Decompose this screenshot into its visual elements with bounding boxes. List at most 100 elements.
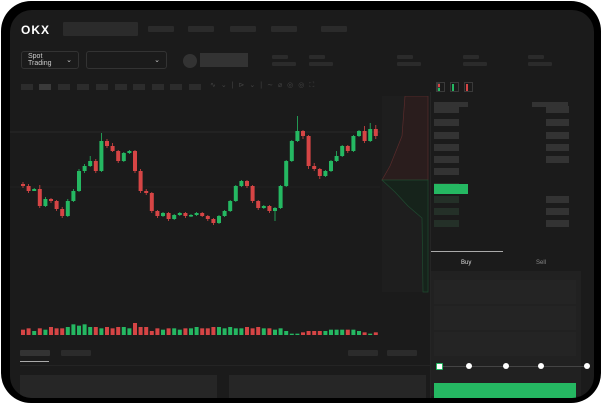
candle-body (233, 186, 238, 201)
orderbook-price[interactable] (434, 132, 459, 139)
volume-bar (373, 332, 378, 335)
candle-body (245, 181, 249, 186)
candle-body (211, 219, 216, 223)
candle-body (250, 186, 255, 201)
orderbook-price[interactable] (434, 168, 459, 175)
price-input[interactable] (434, 280, 576, 304)
okx-logo: OKX (21, 23, 51, 37)
timeframe-button[interactable] (133, 84, 145, 90)
orderbook-amount (546, 106, 569, 113)
volume-bar (82, 324, 87, 335)
volume-bar (21, 329, 25, 335)
orderbook-price[interactable] (434, 144, 459, 151)
volume-bar (233, 328, 238, 335)
stat-label (463, 55, 479, 59)
candle-body (228, 201, 233, 211)
candle-body (362, 131, 367, 141)
slider-step[interactable] (584, 363, 590, 369)
candle-body (329, 161, 333, 171)
candlestick-chart[interactable] (10, 95, 430, 336)
candle-body (37, 189, 42, 206)
stat-label (528, 55, 544, 59)
candle-body (172, 215, 177, 219)
volume-bar (133, 323, 137, 335)
volume-bar (138, 327, 143, 335)
orderbook-both-icon[interactable] (436, 82, 445, 92)
orderbook-price[interactable] (434, 196, 459, 203)
search-bar[interactable] (63, 22, 138, 36)
candle-body (99, 141, 104, 171)
slider-step[interactable] (538, 363, 544, 369)
volume-bar (323, 331, 328, 335)
candle-body (317, 169, 322, 176)
volume-bar (245, 327, 249, 335)
timeframe-button[interactable] (58, 84, 70, 90)
candle-body (127, 151, 132, 153)
timeframe-button[interactable] (77, 84, 89, 90)
candle-body (261, 206, 266, 208)
nav-item[interactable] (230, 26, 256, 32)
timeframe-button-active[interactable] (39, 84, 51, 90)
market-selector[interactable]: Spot Trading ⌄ (21, 51, 79, 69)
chevron-down-icon: ⌄ (66, 57, 72, 64)
candle-body (312, 166, 317, 169)
timeframe-button[interactable] (115, 84, 127, 90)
candle-body (200, 213, 205, 216)
candle-body (323, 171, 328, 176)
buy-button[interactable] (434, 383, 576, 398)
orderbook-price[interactable] (434, 119, 459, 126)
candle-body (43, 199, 48, 206)
filter-button[interactable] (348, 350, 378, 356)
volume-bar (105, 327, 109, 335)
timeframe-button[interactable] (152, 84, 164, 90)
orderbook-asks-icon[interactable] (464, 82, 473, 92)
volume-bar (222, 328, 227, 335)
candle-body (149, 193, 154, 211)
tab-order-history[interactable] (61, 350, 91, 356)
amount-input[interactable] (434, 306, 576, 330)
timeframe-button[interactable] (21, 84, 33, 90)
sell-tab[interactable]: Sell (536, 260, 547, 266)
candle-body (71, 191, 76, 201)
buy-tab[interactable]: Buy (461, 260, 472, 266)
volume-bar (250, 328, 255, 335)
candle-body (65, 201, 70, 216)
candle-body (121, 153, 126, 161)
volume-bar (26, 328, 31, 335)
volume-bar (340, 329, 345, 335)
nav-item[interactable] (188, 26, 214, 32)
volume-bar (289, 333, 294, 335)
slider-step[interactable] (466, 363, 472, 369)
stat-label (309, 55, 325, 59)
filter-button[interactable] (387, 350, 417, 356)
volume-bar (93, 327, 98, 335)
market-selector-label: Spot Trading (28, 53, 52, 67)
orderbook-price[interactable] (434, 208, 459, 215)
timeframe-button[interactable] (170, 84, 182, 90)
nav-item[interactable] (148, 26, 174, 32)
candle-body (334, 156, 339, 161)
candle-body (373, 129, 378, 136)
nav-item[interactable] (271, 26, 297, 32)
chart-svg (10, 95, 429, 335)
orderbook-bids-icon[interactable] (450, 82, 459, 92)
orderbook-amount (546, 196, 569, 203)
candle-body (284, 161, 289, 186)
slider-track[interactable] (440, 366, 588, 367)
orderbook-price[interactable] (434, 106, 459, 113)
volume-bar (155, 328, 160, 335)
slider-step[interactable] (503, 363, 509, 369)
nav-item[interactable] (321, 26, 347, 32)
timeframe-button[interactable] (189, 84, 201, 90)
slider-handle[interactable] (436, 363, 443, 370)
total-input[interactable] (434, 332, 576, 356)
pair-selector[interactable]: ⌄ (86, 51, 167, 69)
candle-body (239, 181, 244, 186)
tab-open-orders[interactable] (20, 350, 50, 356)
chart-tool-icons[interactable]: ∿⌄|⊳⌄|∼⌀◎◎⛶ (210, 82, 320, 89)
orderbook-price[interactable] (434, 156, 459, 163)
candle-body (54, 201, 59, 209)
orderbook-price[interactable] (434, 220, 459, 227)
timeframe-button[interactable] (96, 84, 108, 90)
candle-body (217, 216, 221, 223)
